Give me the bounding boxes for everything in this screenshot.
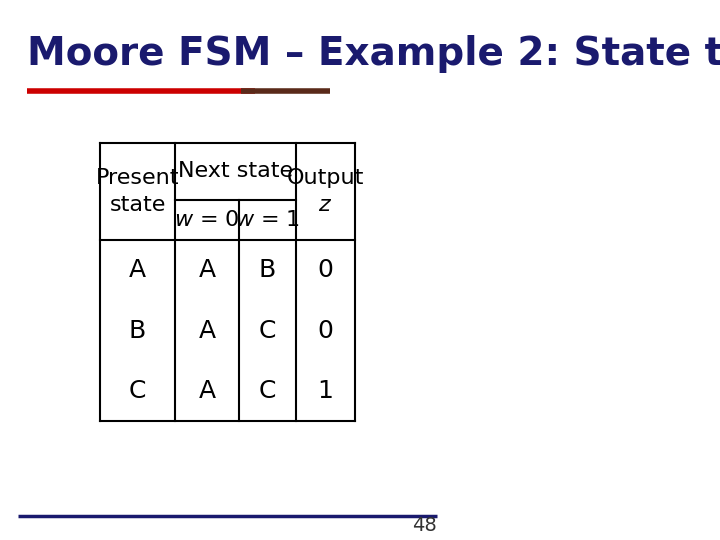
Text: A: A (198, 259, 215, 282)
Text: C: C (129, 379, 146, 403)
Text: 1: 1 (318, 379, 333, 403)
Text: C: C (258, 319, 276, 343)
Text: A: A (129, 259, 146, 282)
Text: C: C (258, 379, 276, 403)
Text: Present
state: Present state (96, 168, 179, 215)
Text: A: A (198, 319, 215, 343)
Text: B: B (258, 259, 276, 282)
Text: Next state: Next state (178, 161, 293, 181)
Text: $w$ = 1: $w$ = 1 (235, 210, 300, 230)
Text: $w$ = 0: $w$ = 0 (174, 210, 240, 230)
Text: Output
$z$: Output $z$ (287, 168, 364, 215)
Text: B: B (129, 319, 146, 343)
Text: 0: 0 (318, 319, 333, 343)
Text: 48: 48 (412, 516, 436, 535)
Text: 0: 0 (318, 259, 333, 282)
Text: A: A (198, 379, 215, 403)
Text: Moore FSM – Example 2: State table: Moore FSM – Example 2: State table (27, 35, 720, 73)
